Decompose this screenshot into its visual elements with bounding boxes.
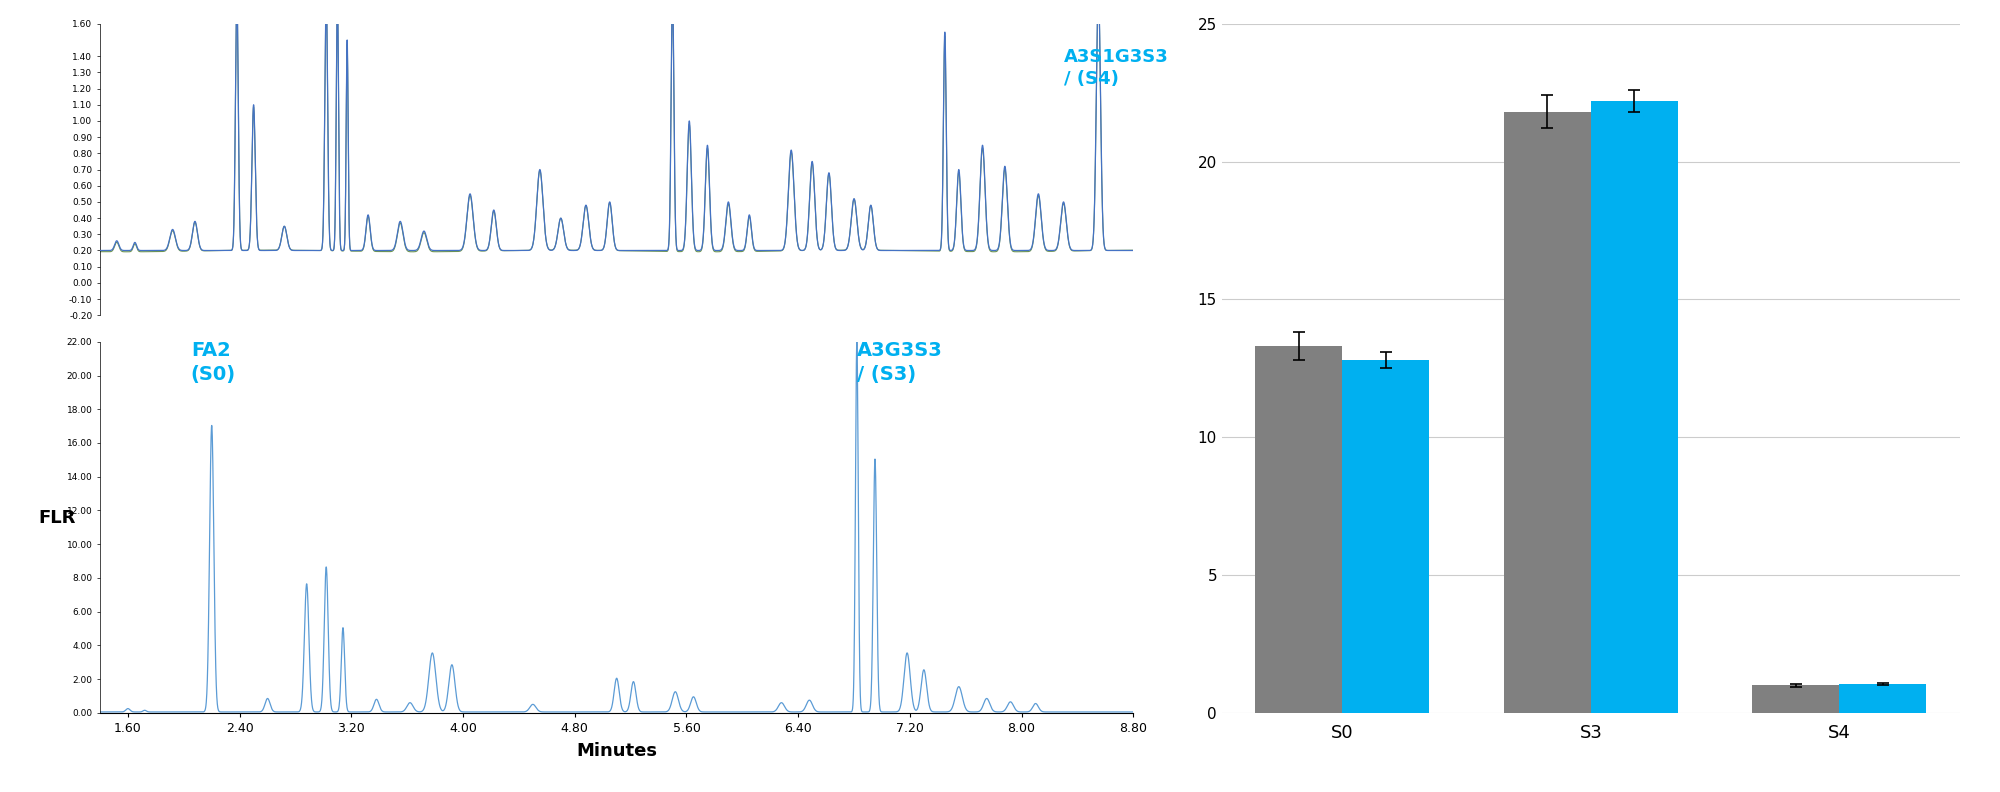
Bar [1504,112,1590,713]
Bar [1342,360,1430,713]
Bar [1840,683,1926,713]
Text: FA2
(S0): FA2 (S0) [190,341,236,384]
Bar [1590,101,1678,713]
Y-axis label: FLR: FLR [38,509,76,527]
Bar [1752,685,1840,713]
Text: A3S1G3S3
/ (S4): A3S1G3S3 / (S4) [1064,48,1168,88]
X-axis label: Minutes: Minutes [576,742,658,760]
Bar [1256,346,1342,713]
Text: A3G3S3
/ (S3): A3G3S3 / (S3) [856,341,942,384]
